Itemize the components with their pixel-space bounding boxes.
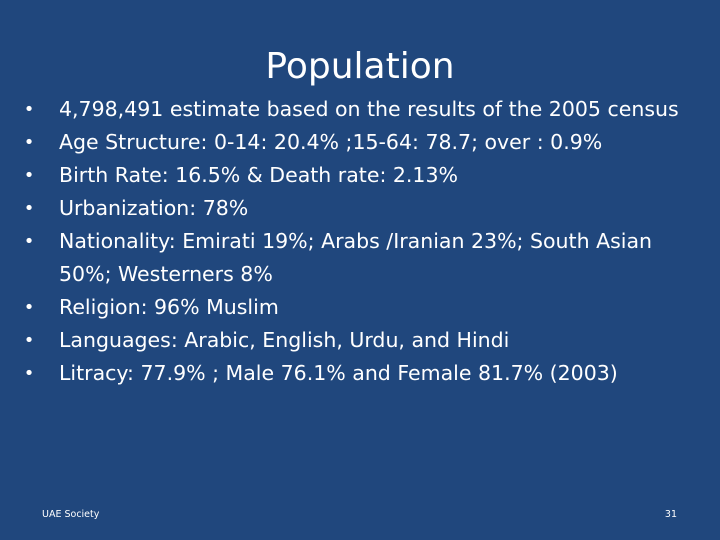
bullet-text: Religion: 96% Muslim	[59, 295, 279, 319]
bullet-list: • 4,798,491 estimate based on the result…	[22, 93, 702, 390]
bullet-text: 4,798,491 estimate based on the results …	[59, 97, 679, 121]
bullet-item: • Litracy: 77.9% ; Male 76.1% and Female…	[22, 357, 702, 390]
bullet-item: • Urbanization: 78%	[22, 192, 702, 225]
bullet-dot-icon: •	[23, 132, 35, 153]
bullet-item: • Religion: 96% Muslim	[22, 291, 702, 324]
bullet-item: • 4,798,491 estimate based on the result…	[22, 93, 702, 126]
bullet-dot-icon: •	[23, 198, 35, 219]
bullet-dot-icon: •	[23, 330, 35, 351]
bullet-text: Nationality: Emirati 19%; Arabs /Iranian…	[59, 229, 653, 286]
slide-title: Population	[265, 46, 455, 87]
bullet-dot-icon: •	[23, 363, 35, 384]
bullet-text: Languages: Arabic, English, Urdu, and Hi…	[59, 328, 510, 352]
bullet-item: • Birth Rate: 16.5% & Death rate: 2.13%	[22, 159, 702, 192]
bullet-text: Birth Rate: 16.5% & Death rate: 2.13%	[59, 163, 458, 187]
bullet-dot-icon: •	[23, 297, 35, 318]
bullet-text: Litracy: 77.9% ; Male 76.1% and Female 8…	[59, 361, 618, 385]
bullet-dot-icon: •	[23, 231, 35, 252]
bullet-item: • Nationality: Emirati 19%; Arabs /Irani…	[22, 225, 702, 291]
bullet-dot-icon: •	[23, 99, 35, 120]
bullet-item: • Age Structure: 0-14: 20.4% ;15-64: 78.…	[22, 126, 702, 159]
bullet-text: Urbanization: 78%	[59, 196, 249, 220]
bullet-item: • Languages: Arabic, English, Urdu, and …	[22, 324, 702, 357]
page-number: 31	[664, 509, 677, 520]
bullet-dot-icon: •	[23, 165, 35, 186]
bullet-text: Age Structure: 0-14: 20.4% ;15-64: 78.7;…	[59, 130, 603, 154]
footer-label: UAE Society	[42, 509, 100, 520]
